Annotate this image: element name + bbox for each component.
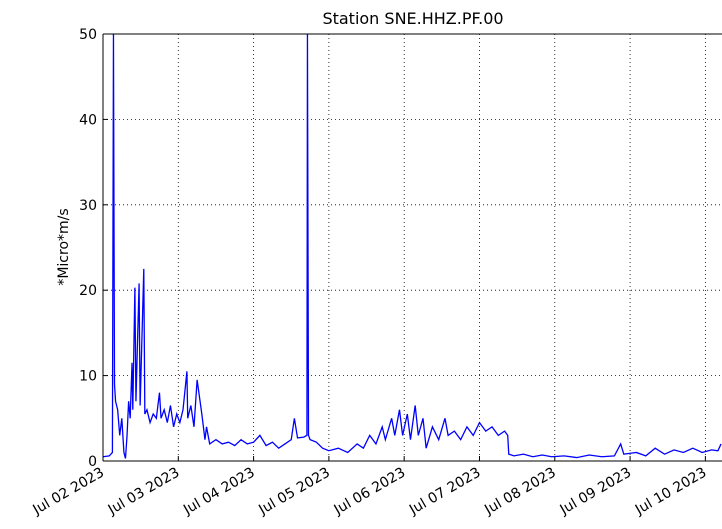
y-tick-label: 40 [79,112,97,128]
x-tick-label: Jul 06 2023 [331,465,408,519]
y-tick-label: 10 [79,369,97,385]
x-tick-label: Jul 07 2023 [406,465,483,519]
chart-title: Station SNE.HHZ.PF.00 [322,9,503,28]
data-line [103,34,722,459]
y-tick-label: 30 [79,198,97,214]
y-axis-label: *Micro*m/s [56,208,72,285]
y-tick-label: 50 [79,27,97,43]
x-tick-label: Jul 03 2023 [105,465,182,519]
x-tick-label: Jul 02 2023 [30,465,107,519]
x-tick-label: Jul 09 2023 [557,465,634,519]
x-tick-label: Jul 08 2023 [481,465,558,519]
x-tick-label: Jul 04 2023 [180,465,257,519]
x-tick-label: Jul 05 2023 [255,465,332,519]
y-tick-label: 20 [79,283,97,299]
x-tick-label: Jul 10 2023 [632,465,709,519]
y-tick-label: 0 [88,454,97,470]
